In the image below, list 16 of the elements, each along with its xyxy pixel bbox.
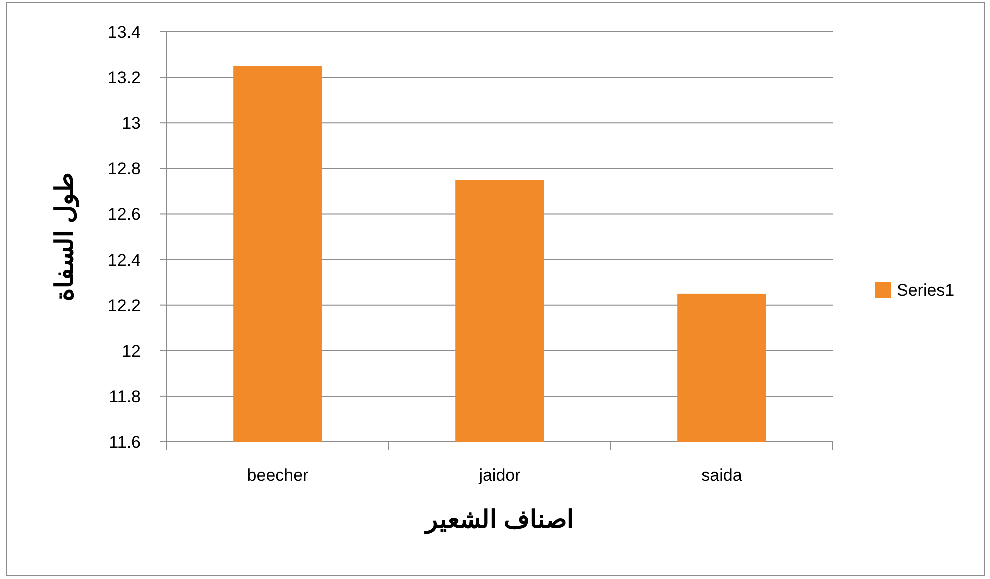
y-tick-label: 12.8 bbox=[108, 160, 141, 179]
y-tick-label: 12.6 bbox=[108, 205, 141, 224]
y-tick-label: 13 bbox=[122, 114, 141, 134]
x-tick-label: jaidor bbox=[478, 466, 522, 485]
x-axis-title: اصناف الشعير bbox=[424, 506, 574, 535]
y-tick-label: 12 bbox=[122, 342, 141, 361]
y-tick-label: 12.4 bbox=[108, 250, 141, 270]
y-tick-label: 12.2 bbox=[108, 296, 141, 316]
y-tick-label: 11.6 bbox=[109, 433, 141, 452]
y-tick-label: 13.2 bbox=[108, 68, 141, 88]
x-tick-label: beecher bbox=[247, 466, 310, 485]
y-axis-title: طول السفاة bbox=[51, 172, 80, 302]
y-tick-label: 13.4 bbox=[108, 23, 141, 42]
x-tick-label: saida bbox=[702, 466, 743, 485]
y-tick-label: 11.8 bbox=[109, 387, 141, 406]
legend-label: Series1 bbox=[897, 281, 955, 300]
